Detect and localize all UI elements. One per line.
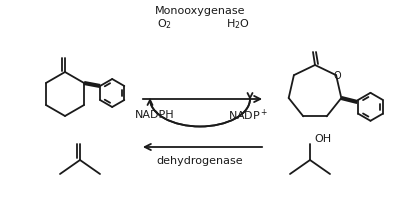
Text: OH: OH — [314, 133, 331, 143]
Text: dehydrogenase: dehydrogenase — [157, 155, 243, 165]
Text: Monooxygenase: Monooxygenase — [155, 6, 245, 16]
Text: H$_2$O: H$_2$O — [226, 17, 250, 31]
Text: NADPH: NADPH — [135, 109, 175, 119]
Text: NADP$^+$: NADP$^+$ — [228, 107, 268, 122]
Text: O$_2$: O$_2$ — [158, 17, 172, 31]
Text: O: O — [333, 71, 341, 81]
